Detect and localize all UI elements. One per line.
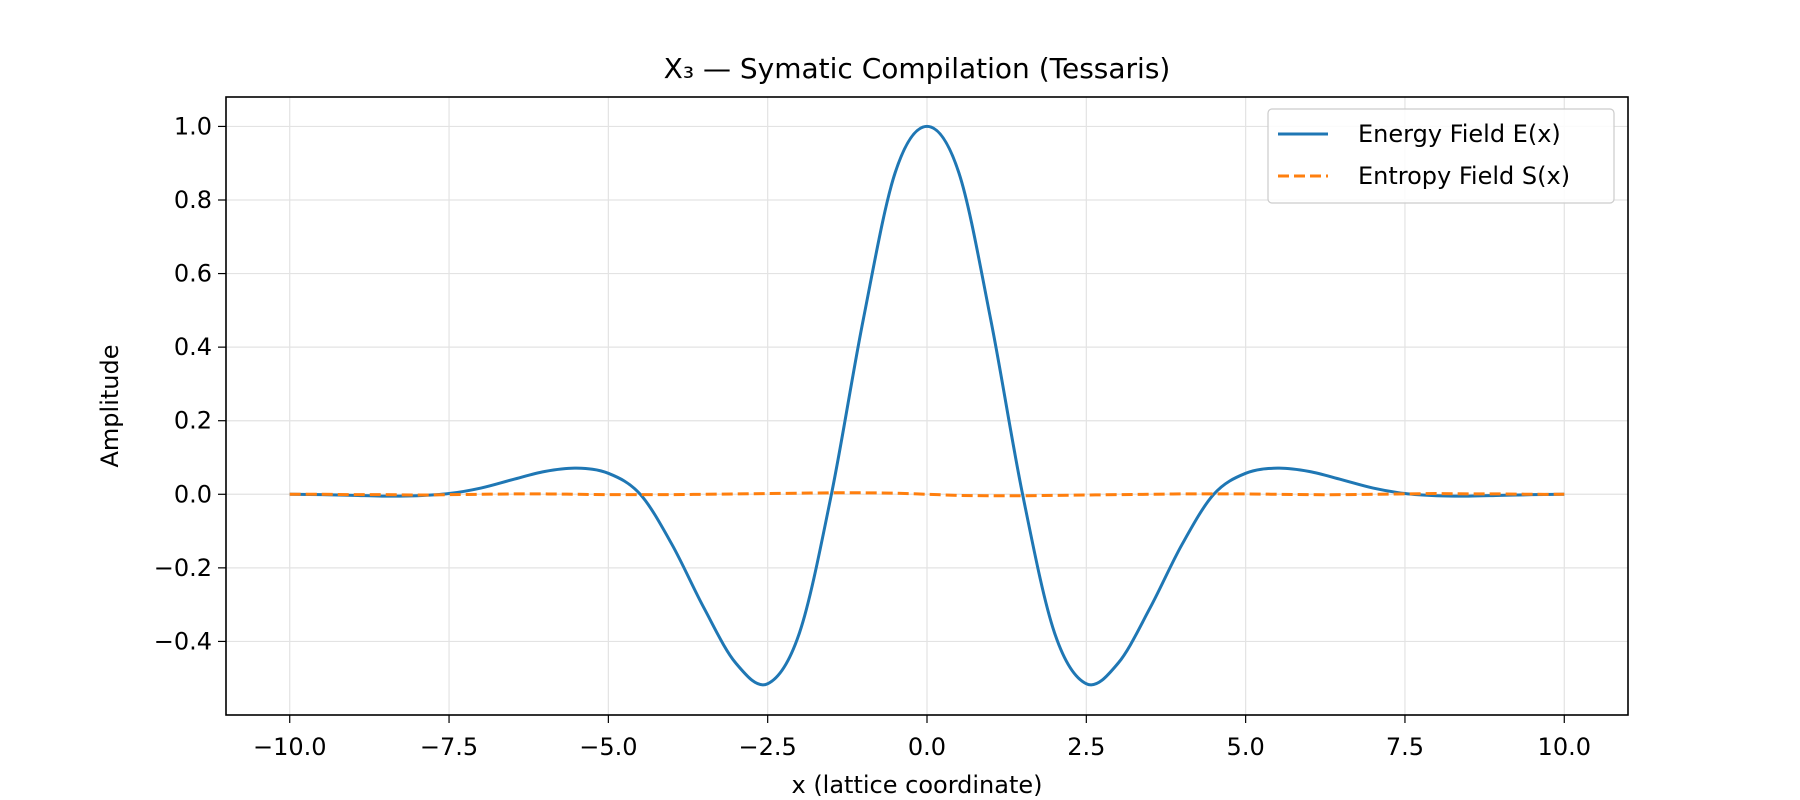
x-tick-label: 7.5 bbox=[1386, 733, 1424, 761]
x-tick-label: 2.5 bbox=[1067, 733, 1105, 761]
y-tick-label: 0.6 bbox=[174, 260, 212, 288]
y-tick-label: −0.4 bbox=[154, 627, 212, 655]
y-axis-ticks: −0.4 −0.2 0.0 0.2 0.4 0.6 0.8 1.0 bbox=[154, 112, 226, 655]
x-axis-ticks: −10.0 −7.5 −5.0 −2.5 0.0 2.5 5.0 7.5 10.0 bbox=[253, 715, 1591, 761]
y-tick-label: 0.2 bbox=[174, 407, 212, 435]
x-tick-label: 0.0 bbox=[908, 733, 946, 761]
x-tick-label: −7.5 bbox=[420, 733, 478, 761]
legend-entry: Energy Field E(x) bbox=[1358, 120, 1561, 148]
x-tick-label: 5.0 bbox=[1227, 733, 1265, 761]
series-line-entropy-field bbox=[289, 491, 1565, 498]
y-tick-label: −0.2 bbox=[154, 554, 212, 582]
x-tick-label: −10.0 bbox=[253, 733, 327, 761]
x-tick-label: 10.0 bbox=[1538, 733, 1591, 761]
series-lines bbox=[289, 124, 1565, 687]
legend-entry: Entropy Field S(x) bbox=[1358, 162, 1570, 190]
x-axis-label: x (lattice coordinate) bbox=[791, 771, 1042, 799]
x-tick-label: −2.5 bbox=[739, 733, 797, 761]
series-line-energy-field bbox=[289, 124, 1565, 687]
y-tick-label: 0.0 bbox=[174, 480, 212, 508]
y-tick-label: 0.8 bbox=[174, 186, 212, 214]
y-axis-label: Amplitude bbox=[96, 345, 124, 468]
chart-title: X₃ — Symatic Compilation (Tessaris) bbox=[664, 52, 1171, 85]
legend: Energy Field E(x) Entropy Field S(x) bbox=[1267, 108, 1615, 204]
y-tick-label: 1.0 bbox=[174, 112, 212, 140]
y-tick-label: 0.4 bbox=[174, 333, 212, 361]
legend-box bbox=[1267, 108, 1615, 204]
x-tick-label: −5.0 bbox=[579, 733, 637, 761]
